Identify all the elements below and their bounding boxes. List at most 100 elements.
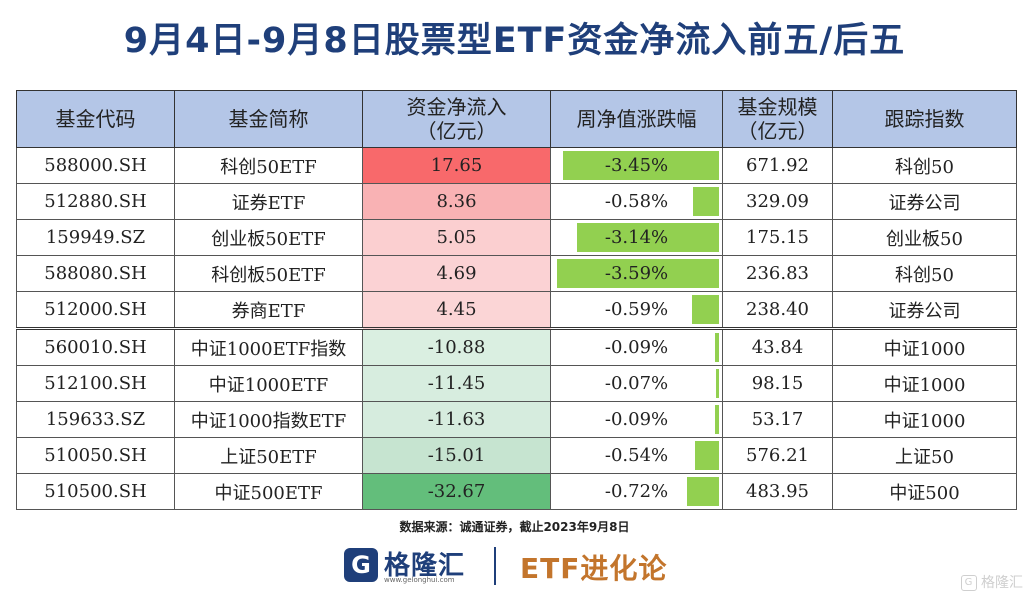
cell-index: 中证1000 [832, 327, 1017, 366]
footer-branding: G 格隆汇 www.gelonghui.com ETF进化论 [0, 545, 1029, 589]
table-row: 512000.SH 券商ETF 4.45 -0.59% 238.40 证券公司 [16, 291, 1017, 329]
cell-net-inflow: 8.36 [362, 183, 551, 220]
change-bar [563, 151, 719, 180]
cell-scale: 671.92 [722, 147, 833, 184]
change-bar [557, 259, 719, 288]
cell-weekly-change: -0.09% [550, 401, 723, 438]
cell-net-inflow: 5.05 [362, 219, 551, 256]
table-row: 560010.SH 中证1000ETF指数 -10.88 -0.09% 43.84 中证1… [16, 327, 1017, 366]
cell-name: 上证50ETF [174, 437, 363, 474]
change-value: -0.07% [604, 373, 669, 394]
cell-code: 588000.SH [16, 147, 175, 184]
cell-weekly-change: -0.59% [550, 291, 723, 329]
table-header-row: 基金代码 基金简称 资金净流入 （亿元） 周净值涨跌幅 基金规模 （亿元） 跟踪指数 [16, 90, 1017, 148]
header-net-inflow: 资金净流入 （亿元） [362, 90, 551, 148]
change-value: -0.58% [604, 191, 669, 212]
cell-net-inflow: -15.01 [362, 437, 551, 474]
cell-index: 科创50 [832, 255, 1017, 292]
cell-net-inflow: -32.67 [362, 473, 551, 510]
gelonghui-logo-icon: G [344, 548, 378, 582]
cell-code: 560010.SH [16, 327, 175, 366]
cell-index: 中证500 [832, 473, 1017, 510]
data-source-note: 数据来源：诚通证券，截止2023年9月8日 [399, 520, 630, 534]
watermark: G 格隆汇 [960, 572, 1023, 592]
cell-scale: 236.83 [722, 255, 833, 292]
change-bar [693, 187, 719, 216]
cell-index: 证券公司 [832, 291, 1017, 329]
cell-code: 159949.SZ [16, 219, 175, 256]
change-value: -0.09% [604, 409, 669, 430]
cell-net-inflow: 17.65 [362, 147, 551, 184]
change-value: -3.45% [604, 155, 669, 176]
cell-index: 证券公司 [832, 183, 1017, 220]
change-value: -0.59% [604, 299, 669, 320]
change-bar [716, 369, 719, 398]
cell-name: 创业板50ETF [174, 219, 363, 256]
cell-code: 510500.SH [16, 473, 175, 510]
table-row: 510050.SH 上证50ETF -15.01 -0.54% 576.21 上证50 [16, 437, 1017, 474]
change-value: -0.54% [604, 445, 669, 466]
cell-code: 512100.SH [16, 365, 175, 402]
table-row: 588000.SH 科创50ETF 17.65 -3.45% 671.92 科创50 [16, 147, 1017, 184]
cell-index: 中证1000 [832, 401, 1017, 438]
cell-name: 证券ETF [174, 183, 363, 220]
cell-scale: 329.09 [722, 183, 833, 220]
cell-weekly-change: -3.14% [550, 219, 723, 256]
cell-scale: 238.40 [722, 291, 833, 329]
cell-code: 159633.SZ [16, 401, 175, 438]
cell-net-inflow: -11.63 [362, 401, 551, 438]
header-name: 基金简称 [174, 90, 363, 148]
gelonghui-logo-url: www.gelonghui.com [384, 576, 455, 584]
cell-net-inflow: 4.69 [362, 255, 551, 292]
header-code: 基金代码 [16, 90, 175, 148]
cell-code: 510050.SH [16, 437, 175, 474]
table-row: 510500.SH 中证500ETF -32.67 -0.72% 483.95 中证500 [16, 473, 1017, 510]
cell-scale: 98.15 [722, 365, 833, 402]
gelonghui-logo-text: 格隆汇 [384, 551, 466, 581]
table-row: 159633.SZ 中证1000指数ETF -11.63 -0.09% 53.17 中证1… [16, 401, 1017, 438]
change-bar [715, 333, 719, 362]
cell-index: 创业板50 [832, 219, 1017, 256]
cell-name: 中证1000ETF [174, 365, 363, 402]
etf-evolution-brand: ETF进化论 [520, 552, 668, 585]
header-scale: 基金规模 （亿元） [722, 90, 833, 148]
cell-weekly-change: -3.59% [550, 255, 723, 292]
cell-name: 券商ETF [174, 291, 363, 329]
cell-net-inflow: -10.88 [362, 327, 551, 366]
cell-index: 科创50 [832, 147, 1017, 184]
cell-net-inflow: 4.45 [362, 291, 551, 329]
table-row: 588080.SH 科创板50ETF 4.69 -3.59% 236.83 科创50 [16, 255, 1017, 292]
cell-index: 中证1000 [832, 365, 1017, 402]
change-bar [577, 223, 719, 252]
table-row: 512100.SH 中证1000ETF -11.45 -0.07% 98.15 中证100… [16, 365, 1017, 402]
cell-code: 588080.SH [16, 255, 175, 292]
cell-name: 中证1000指数ETF [174, 401, 363, 438]
cell-weekly-change: -0.07% [550, 365, 723, 402]
change-bar [695, 441, 719, 470]
watermark-text: 格隆汇 [981, 575, 1023, 591]
cell-name: 中证1000ETF指数 [174, 327, 363, 366]
etf-flow-table: 基金代码 基金简称 资金净流入 （亿元） 周净值涨跌幅 基金规模 （亿元） 跟踪指数… [16, 90, 1017, 510]
change-bar [692, 295, 719, 324]
cell-weekly-change: -0.09% [550, 327, 723, 366]
table-row: 159949.SZ 创业板50ETF 5.05 -3.14% 175.15 创业板50 [16, 219, 1017, 256]
cell-weekly-change: -0.54% [550, 437, 723, 474]
change-value: -3.14% [604, 227, 669, 248]
header-weekly-change: 周净值涨跌幅 [550, 90, 723, 148]
cell-scale: 576.21 [722, 437, 833, 474]
change-value: -3.59% [604, 263, 669, 284]
header-index: 跟踪指数 [832, 90, 1017, 148]
cell-weekly-change: -0.58% [550, 183, 723, 220]
cell-scale: 483.95 [722, 473, 833, 510]
change-value: -0.09% [604, 337, 669, 358]
cell-code: 512880.SH [16, 183, 175, 220]
cell-net-inflow: -11.45 [362, 365, 551, 402]
footer-divider [494, 547, 496, 585]
cell-scale: 53.17 [722, 401, 833, 438]
cell-weekly-change: -0.72% [550, 473, 723, 510]
watermark-icon: G [960, 575, 977, 591]
change-bar [687, 477, 719, 506]
change-bar [715, 405, 719, 434]
change-value: -0.72% [604, 481, 669, 502]
cell-weekly-change: -3.45% [550, 147, 723, 184]
